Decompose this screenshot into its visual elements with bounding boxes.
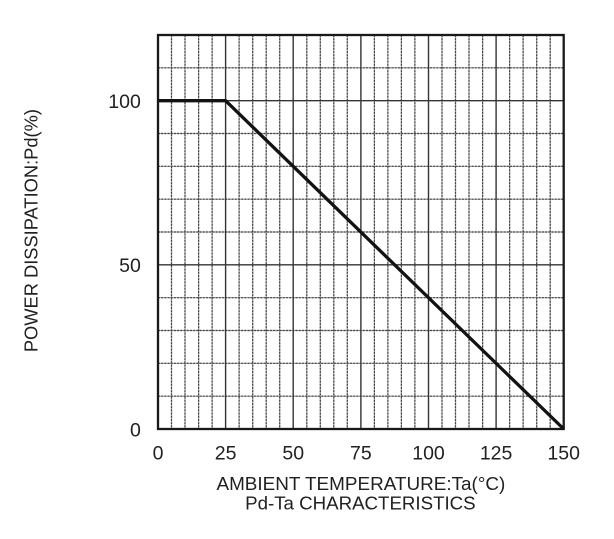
svg-text:75: 75 — [350, 443, 372, 465]
svg-text:Pd-Ta CHARACTERISTICS: Pd-Ta CHARACTERISTICS — [245, 493, 476, 514]
svg-text:POWER DISSIPATION:Pd(%): POWER DISSIPATION:Pd(%) — [20, 109, 41, 352]
svg-text:150: 150 — [547, 443, 580, 465]
svg-text:50: 50 — [282, 443, 304, 465]
svg-text:100: 100 — [108, 91, 141, 113]
svg-text:0: 0 — [153, 443, 164, 465]
svg-text:25: 25 — [215, 443, 237, 465]
svg-text:100: 100 — [412, 443, 445, 465]
svg-text:AMBIENT TEMPERATURE:Ta(°C): AMBIENT TEMPERATURE:Ta(°C) — [216, 474, 505, 495]
svg-text:0: 0 — [130, 419, 141, 441]
svg-text:125: 125 — [480, 443, 513, 465]
svg-text:50: 50 — [119, 255, 141, 277]
